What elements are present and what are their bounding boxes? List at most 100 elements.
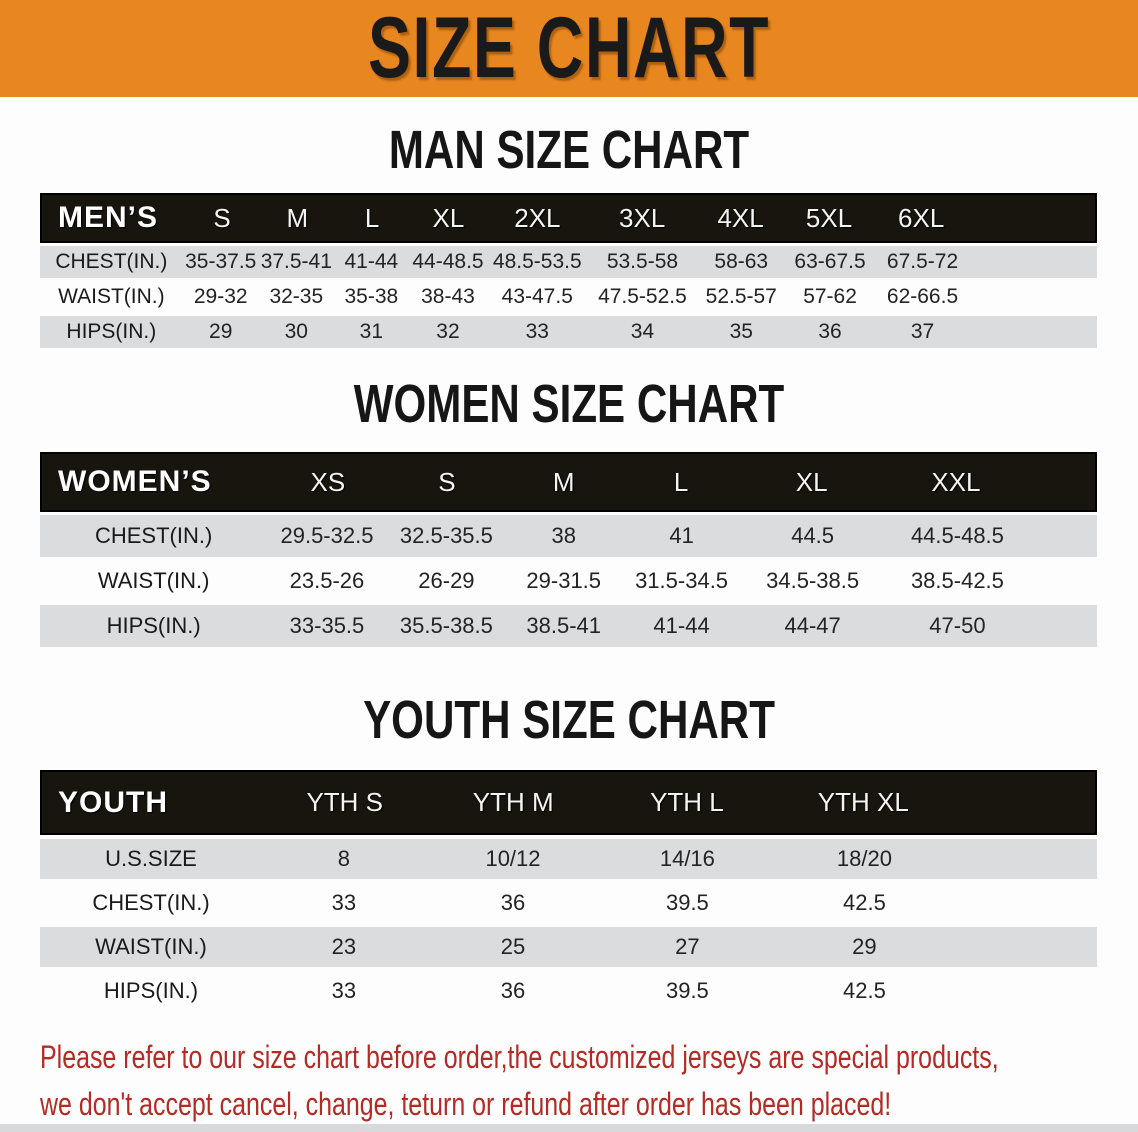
cell: 29 — [209, 320, 233, 343]
cell: 29-31.5 — [526, 568, 602, 593]
women-col-xs: XS — [310, 466, 346, 497]
men-hips-row: HIPS(IN.) 29 30 31 32 33 34 35 36 37 — [40, 316, 1097, 348]
women-table-title: WOMEN’S — [58, 465, 212, 498]
cell: 29 — [852, 934, 877, 959]
youth-col-yth-xl: YTH XL — [817, 787, 909, 817]
men-col-3xl: 3XL — [619, 202, 666, 233]
men-col-5xl: 5XL — [805, 202, 853, 233]
youth-waist-row: WAIST(IN.) 23 25 27 29 — [40, 927, 1097, 967]
youth-col-yth-m: YTH M — [472, 787, 554, 817]
cell: 37.5-41 — [260, 250, 332, 273]
spacer-cell — [1031, 560, 1097, 602]
men-table-header-row: MEN’S S M L XL 2XL 3XL 4XL 5XL 6XL — [40, 193, 1097, 243]
youth-table-title: YOUTH — [58, 785, 168, 819]
men-col-6xl: 6XL — [898, 202, 945, 233]
spacer-cell — [954, 927, 1097, 967]
men-section-heading-text: MAN SIZE CHART — [388, 120, 750, 180]
cell: 42.5 — [843, 890, 886, 915]
women-section-heading: WOMEN SIZE CHART — [0, 374, 1138, 434]
spacer-cell — [954, 971, 1097, 1011]
youth-size-table: YOUTH YTH S YTH M YTH L YTH XL U.S.SIZE … — [40, 770, 1097, 1011]
cell: 35-38 — [344, 285, 399, 308]
cell: 10/12 — [485, 846, 541, 871]
spacer-cell — [969, 195, 1094, 241]
cell: 58-63 — [714, 250, 769, 273]
cell: 44-47 — [784, 613, 841, 638]
spacer-cell — [954, 883, 1097, 923]
women-col-s: S — [438, 466, 456, 497]
disclaimer-line-2: we don't accept cancel, change, teturn o… — [40, 1086, 892, 1122]
youth-col-yth-s: YTH S — [306, 787, 384, 817]
cell: 25 — [500, 934, 526, 959]
spacer-cell — [1031, 605, 1097, 647]
cell: 29-32 — [193, 285, 248, 308]
cell: 30 — [284, 320, 308, 343]
cell: 48.5-53.5 — [492, 250, 582, 273]
cell: 32-35 — [269, 285, 324, 308]
row-label: WAIST(IN.) — [58, 285, 165, 308]
youth-col-yth-l: YTH L — [650, 787, 724, 817]
cell: 44.5-48.5 — [910, 523, 1004, 548]
row-label: CHEST(IN.) — [94, 523, 213, 548]
cell: 33 — [525, 320, 549, 343]
cell: 31 — [359, 320, 384, 343]
cell: 52.5-57 — [705, 285, 777, 308]
cell: 41-44 — [653, 613, 710, 638]
cell: 18/20 — [836, 846, 892, 871]
banner-title: SIZE CHART — [368, 0, 770, 96]
youth-table-header-row: YOUTH YTH S YTH M YTH L YTH XL — [40, 770, 1097, 835]
cell: 36 — [818, 320, 842, 343]
cell: 41-44 — [344, 250, 399, 273]
women-hips-row: HIPS(IN.) 33-35.5 35.5-38.5 38.5-41 41-4… — [40, 605, 1097, 647]
cell: 43-47.5 — [501, 285, 573, 308]
men-col-s: S — [213, 202, 231, 233]
cell: 32 — [436, 320, 460, 343]
cell: 14/16 — [659, 846, 715, 871]
cell: 44.5 — [791, 523, 835, 548]
cell: 36 — [500, 978, 526, 1003]
women-col-xxl: XXL — [931, 466, 981, 497]
cell: 62-66.5 — [886, 285, 959, 308]
row-label: HIPS(IN.) — [106, 613, 201, 638]
row-label: WAIST(IN.) — [97, 568, 210, 593]
cell: 39.5 — [665, 978, 709, 1003]
men-chest-row: CHEST(IN.) 35-37.5 37.5-41 41-44 44-48.5… — [40, 246, 1097, 278]
men-col-2xl: 2XL — [514, 202, 561, 233]
women-col-xl: XL — [795, 466, 828, 497]
spacer-cell — [970, 281, 1096, 313]
banner: SIZE CHART — [0, 0, 1138, 97]
cell: 67.5-72 — [886, 250, 959, 273]
cell: 41 — [669, 523, 694, 548]
youth-ussize-row: U.S.SIZE 8 10/12 14/16 18/20 — [40, 839, 1097, 879]
men-table-title: MEN’S — [58, 201, 159, 234]
cell: 31.5-34.5 — [635, 568, 729, 593]
women-col-m: M — [552, 466, 575, 497]
cell: 38.5-42.5 — [910, 568, 1004, 593]
men-col-xl: XL — [432, 202, 465, 233]
cell: 33-35.5 — [289, 613, 365, 638]
youth-section-heading: YOUTH SIZE CHART — [0, 690, 1138, 750]
cell: 29.5-32.5 — [280, 523, 374, 548]
cell: 34 — [630, 320, 655, 343]
cell: 57-62 — [803, 285, 857, 308]
women-col-l: L — [673, 466, 689, 497]
women-section-heading-text: WOMEN SIZE CHART — [353, 374, 785, 434]
spacer-cell — [954, 839, 1097, 879]
men-col-m: M — [286, 202, 309, 233]
row-label: HIPS(IN.) — [103, 978, 199, 1003]
bottom-divider — [0, 1124, 1138, 1132]
spacer-cell — [970, 316, 1096, 348]
men-col-4xl: 4XL — [717, 202, 764, 233]
men-waist-row: WAIST(IN.) 29-32 32-35 35-38 38-43 43-47… — [40, 281, 1097, 313]
spacer-cell — [1031, 515, 1097, 557]
disclaimer-line-1: Please refer to our size chart before or… — [40, 1039, 999, 1075]
cell: 23 — [331, 934, 357, 959]
men-size-table: MEN’S S M L XL 2XL 3XL 4XL 5XL 6XL CHEST… — [40, 193, 1097, 348]
cell: 37 — [910, 320, 935, 343]
cell: 38 — [551, 523, 576, 548]
disclaimer: Please refer to our size chart before or… — [40, 1034, 1138, 1128]
women-size-table: WOMEN’S XS S M L XL XXL CHEST(IN.) 29.5-… — [40, 452, 1097, 647]
cell: 33 — [331, 978, 357, 1003]
cell: 47-50 — [929, 613, 986, 638]
